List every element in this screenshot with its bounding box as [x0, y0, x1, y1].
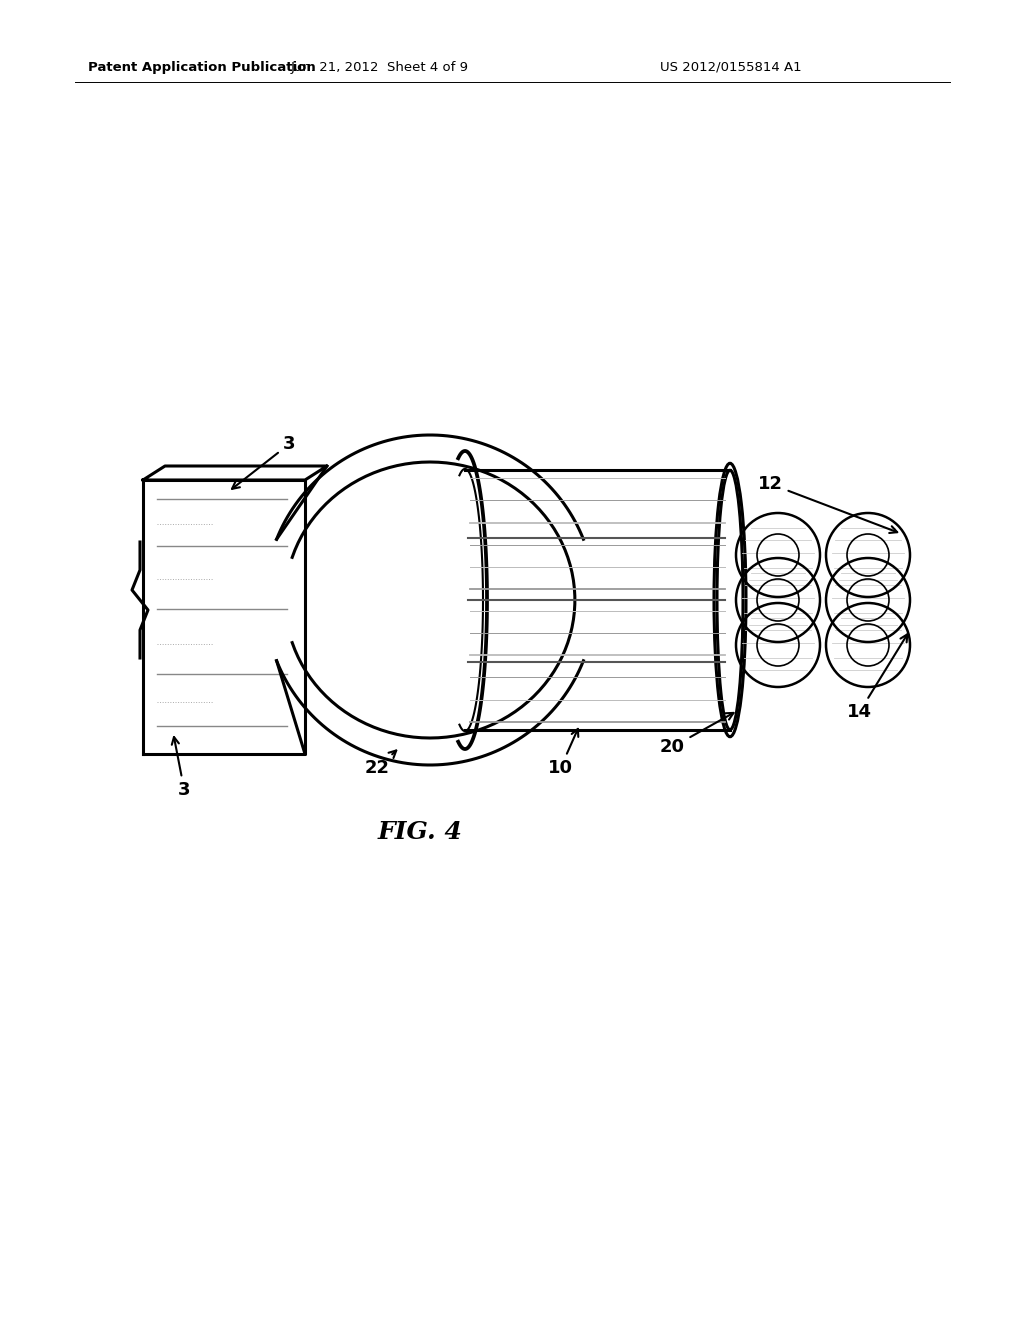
Text: 22: 22	[365, 751, 396, 777]
Text: 14: 14	[847, 635, 907, 721]
Text: Jun. 21, 2012  Sheet 4 of 9: Jun. 21, 2012 Sheet 4 of 9	[291, 61, 469, 74]
Text: 3: 3	[172, 737, 190, 799]
Text: US 2012/0155814 A1: US 2012/0155814 A1	[660, 61, 802, 74]
Text: FIG. 4: FIG. 4	[378, 820, 463, 843]
Text: 10: 10	[548, 729, 579, 777]
Text: 20: 20	[660, 713, 733, 756]
Text: Patent Application Publication: Patent Application Publication	[88, 61, 315, 74]
Text: 3: 3	[232, 436, 296, 488]
Text: 12: 12	[758, 475, 897, 533]
